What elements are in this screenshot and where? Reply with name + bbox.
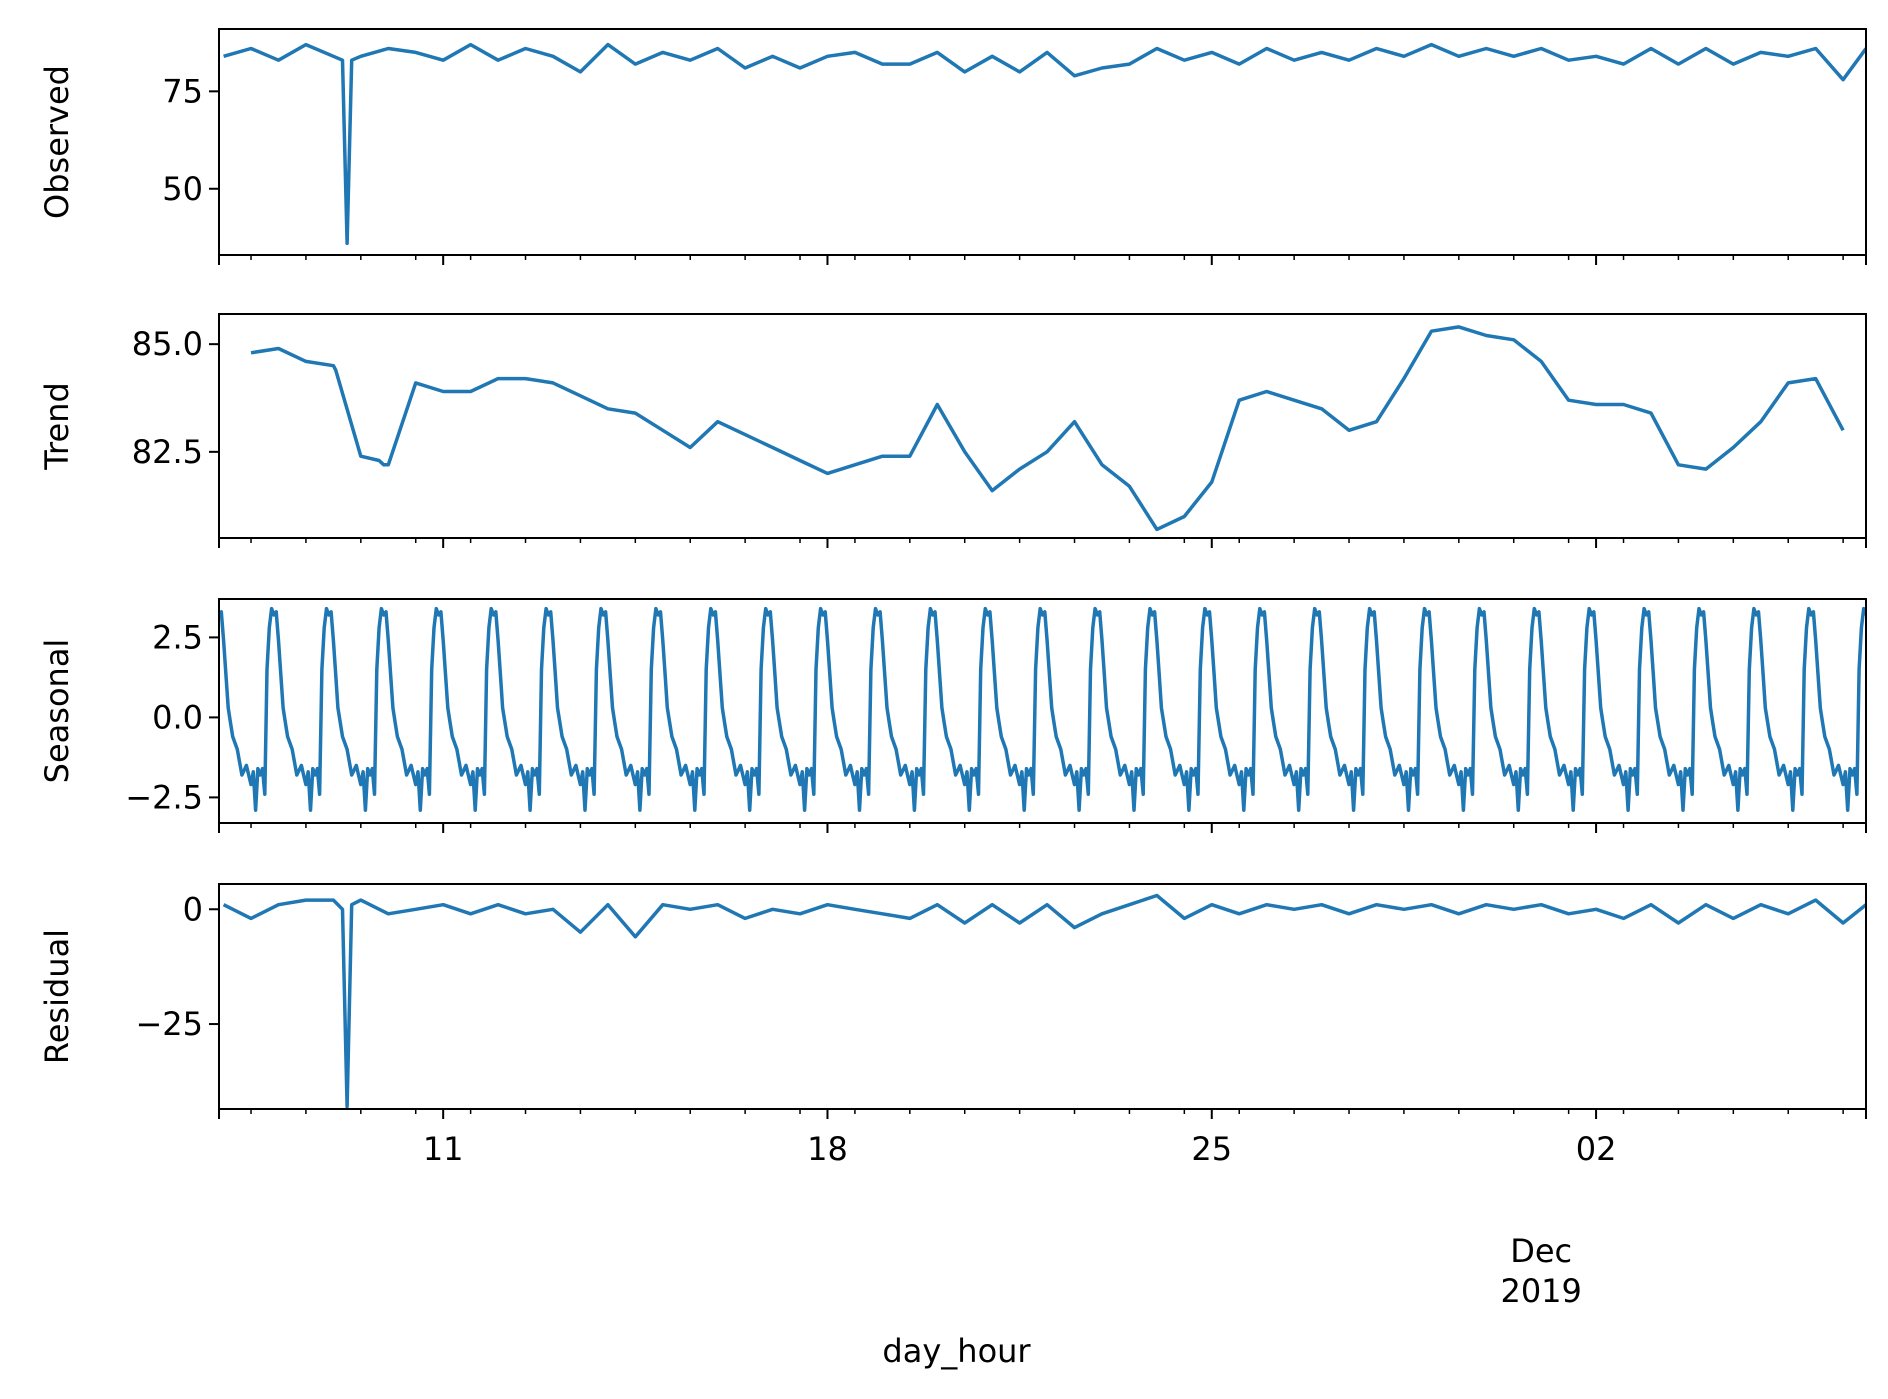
panel-frame bbox=[218, 883, 1867, 1110]
y-axis-title: Residual bbox=[38, 929, 76, 1064]
y-axis-title: Seasonal bbox=[38, 639, 76, 784]
panel-trend: 82.5 85.0 Trend bbox=[38, 313, 1867, 548]
panel-frame bbox=[218, 598, 1867, 824]
x-tick-label: 25 bbox=[1191, 1130, 1232, 1168]
x-offset-label: Dec bbox=[1510, 1232, 1572, 1270]
series-line-residual bbox=[222, 893, 1866, 1109]
series-line-seasonal bbox=[219, 606, 1866, 812]
panel-residual: −25 0 Residual bbox=[38, 883, 1867, 1119]
x-offset-label: 2019 bbox=[1500, 1272, 1581, 1310]
y-tick-label: −2.5 bbox=[125, 778, 203, 816]
series-line-observed bbox=[223, 42, 1866, 246]
y-tick-label: 2.5 bbox=[152, 618, 203, 656]
x-tick-label: 11 bbox=[423, 1130, 464, 1168]
panel-frame bbox=[218, 28, 1867, 256]
y-axis-title: Observed bbox=[38, 65, 76, 219]
y-tick-label: 85.0 bbox=[132, 325, 203, 363]
panel-seasonal: −2.5 0.0 2.5 Seasonal bbox=[38, 598, 1867, 833]
y-tick-label: 75 bbox=[162, 72, 203, 110]
x-tick-label: 18 bbox=[807, 1130, 848, 1168]
series-line-trend bbox=[250, 325, 1845, 532]
y-tick-label: 50 bbox=[162, 170, 203, 208]
y-axis-title: Trend bbox=[38, 382, 76, 471]
y-tick-label: −25 bbox=[135, 1005, 203, 1043]
y-tick-label: 0 bbox=[183, 890, 203, 928]
panels-layer: 50 75 Observed 82.5 85.0 Trend −2.5 0.0 2.5 Seaso… bbox=[38, 28, 1867, 1119]
x-axis-title: day_hour bbox=[882, 1332, 1031, 1370]
y-tick-label: 82.5 bbox=[132, 433, 203, 471]
panel-observed: 50 75 Observed bbox=[38, 28, 1867, 265]
y-tick-label: 0.0 bbox=[152, 698, 203, 736]
panel-frame bbox=[218, 313, 1867, 539]
x-tick-label: 02 bbox=[1576, 1130, 1617, 1168]
